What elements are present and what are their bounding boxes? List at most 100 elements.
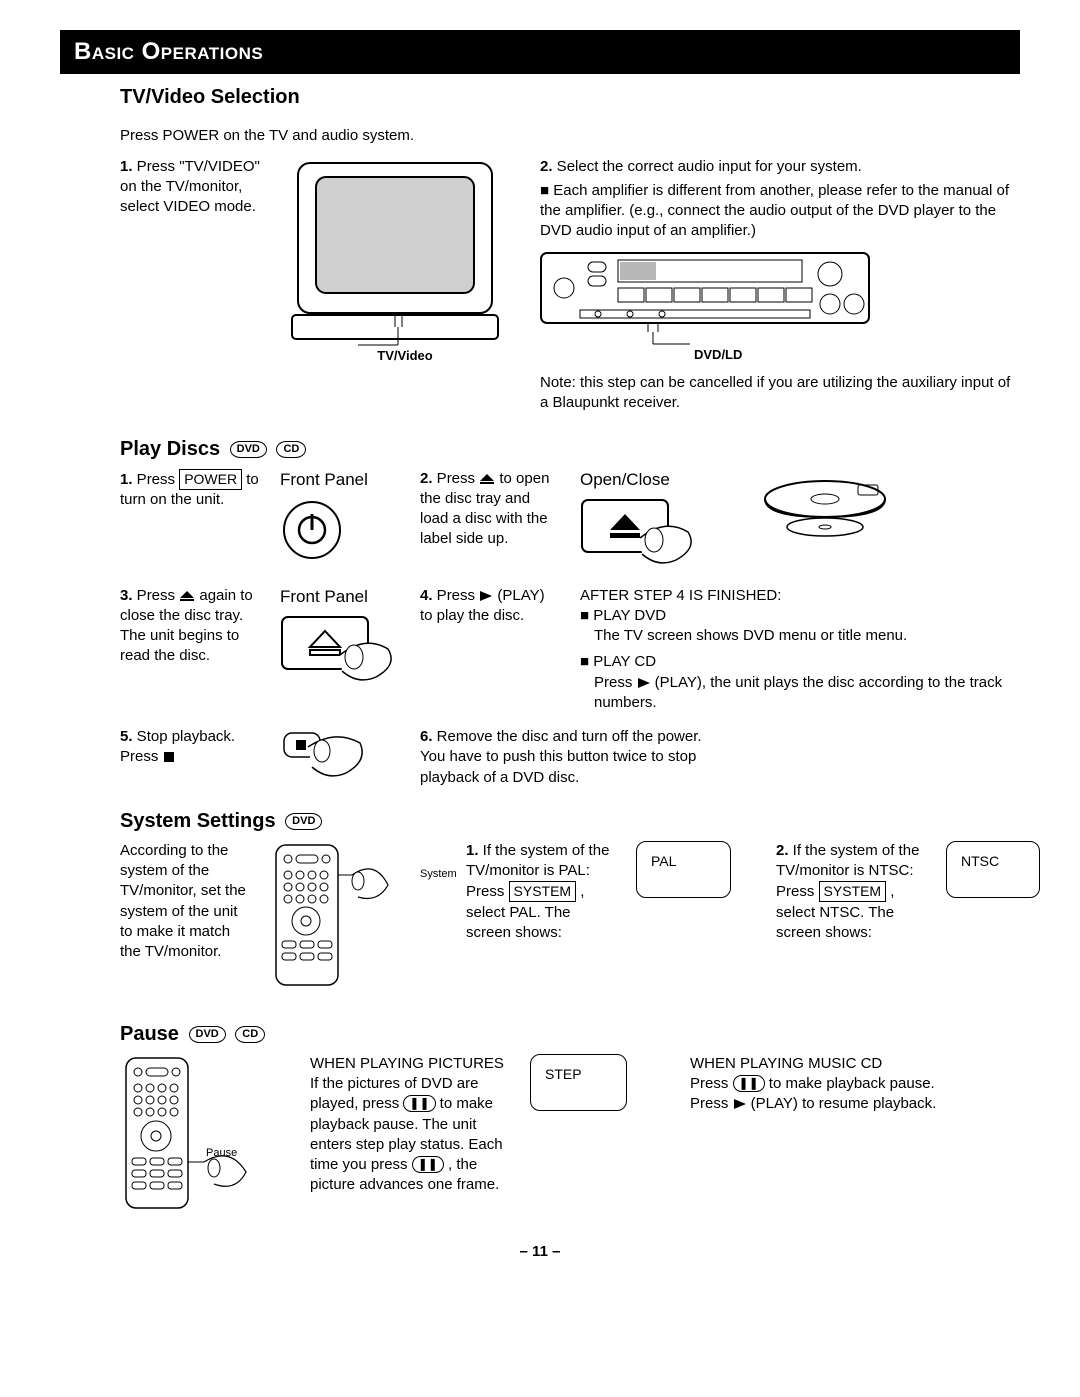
- pause-cd-d: (PLAY) to resume playback.: [747, 1095, 937, 1112]
- sys-tag: DVD: [285, 813, 322, 830]
- amplifier-illustration: [540, 252, 870, 346]
- play-s4: 4. Press (PLAY) to play the disc.: [420, 586, 560, 714]
- pause-tag-dvd: DVD: [189, 1026, 226, 1043]
- eject-icon-2: [179, 590, 195, 602]
- step-screen: STEP: [530, 1054, 627, 1111]
- pause-step-box: STEP: [530, 1054, 670, 1214]
- play-row1: 1. Press POWER to turn on the unit. Fron…: [120, 469, 1020, 572]
- pause-remote-label: Pause: [206, 1147, 237, 1159]
- pause-cd-head: WHEN PLAYING MUSIC CD: [690, 1054, 1020, 1074]
- sys-heading: System Settings: [120, 810, 276, 832]
- stop-remote-icon-col: [280, 727, 400, 788]
- step2-lead: 2.: [540, 158, 553, 175]
- play-icon-3: [733, 1098, 747, 1110]
- play-row2: 3. Press again to close the disc tray. T…: [120, 586, 1020, 714]
- power-icon: [280, 498, 344, 562]
- play-s6: 6. Remove the disc and turn off the powe…: [420, 727, 720, 788]
- pause-pics-col: WHEN PLAYING PICTURES If the pictures of…: [310, 1054, 510, 1214]
- tvvideo-intro: Press POWER on the TV and audio system.: [120, 126, 1020, 146]
- pause-cd-line1: Press ❚❚ to make playback pause.: [690, 1074, 1020, 1094]
- tv-illustration: [290, 157, 500, 347]
- play-s3: 3. Press again to close the disc tray. T…: [120, 586, 260, 714]
- front-panel-1: Front Panel: [280, 469, 400, 572]
- s2-a: Press: [433, 470, 480, 487]
- sys-heading-row: System Settings DVD: [120, 808, 1020, 835]
- pause-icon-inline-1: ❚❚: [403, 1095, 435, 1112]
- pause-heading: Pause: [120, 1023, 179, 1045]
- s4-a: Press: [433, 587, 480, 604]
- tvvideo-step1-col: 1. Press "TV/VIDEO" on the TV/monitor, s…: [120, 157, 270, 414]
- sys-s1: 1. If the system of the TV/monitor is PA…: [466, 841, 616, 991]
- system-button-label-2: SYSTEM: [819, 881, 887, 902]
- play-s1: 1. Press POWER to turn on the unit.: [120, 469, 260, 572]
- sys-remote-col: [270, 841, 400, 991]
- sys-s2: 2. If the system of the TV/monitor is NT…: [776, 841, 926, 991]
- step2-text: Select the correct audio input for your …: [553, 158, 862, 175]
- play-tag-dvd: DVD: [230, 441, 267, 458]
- ntsc-screen: NTSC: [946, 841, 1040, 898]
- after-step4: AFTER STEP 4 IS FINISHED: PLAY DVD The T…: [580, 586, 1020, 714]
- disc-col: [760, 469, 1020, 572]
- pause-remote-col: Pause: [120, 1054, 290, 1214]
- pause-cd-line2: Press (PLAY) to resume playback.: [690, 1094, 1020, 1114]
- s2-lead: 2.: [420, 470, 433, 487]
- open-close-col: Open/Close: [580, 469, 740, 572]
- tvvideo-row: 1. Press "TV/VIDEO" on the TV/monitor, s…: [120, 157, 1020, 414]
- sys-ntsc-box: NTSC: [946, 841, 1040, 991]
- front-panel-2: Front Panel: [280, 586, 400, 714]
- play-s2: 2. Press to open the disc tray and load …: [420, 469, 560, 572]
- pause-tag-cd: CD: [235, 1026, 265, 1043]
- sys-remote-label: System: [420, 841, 446, 991]
- after-cd-b: (PLAY), the unit plays the disc accordin…: [594, 674, 1002, 711]
- pause-pics-head: WHEN PLAYING PICTURES: [310, 1054, 510, 1074]
- play-icon-2: [637, 677, 651, 689]
- sys-s2-lead: 2.: [776, 842, 789, 859]
- after-dvd-title: PLAY DVD: [580, 606, 1020, 626]
- front-panel-label-1: Front Panel: [280, 469, 400, 492]
- eject-icon: [479, 473, 495, 485]
- sys-row: According to the system of the TV/monito…: [120, 841, 1020, 991]
- after-cd-a: Press: [594, 674, 637, 691]
- after-cd-title: PLAY CD: [580, 652, 1020, 672]
- step2-bullet: Each amplifier is different from another…: [540, 181, 1020, 242]
- pause-cd-a: Press: [690, 1075, 733, 1092]
- disc-icon: [760, 477, 890, 541]
- close-tray-icon: [280, 615, 400, 689]
- pause-cd-c: Press: [690, 1095, 733, 1112]
- s1-a: Press: [133, 471, 180, 488]
- after-head: AFTER STEP 4 IS FINISHED:: [580, 586, 1020, 606]
- pause-icon-inline-2: ❚❚: [412, 1156, 444, 1173]
- pause-row: Pause WHEN PLAYING PICTURES If the pictu…: [120, 1054, 1020, 1214]
- pause-cd-col: WHEN PLAYING MUSIC CD Press ❚❚ to make p…: [690, 1054, 1020, 1214]
- step1-text: Press "TV/VIDEO" on the TV/monitor, sele…: [120, 158, 260, 216]
- pause-cd-b: to make playback pause.: [765, 1075, 935, 1092]
- s1-lead: 1.: [120, 471, 133, 488]
- tv-illustration-col: TV/Video: [290, 157, 520, 414]
- amp-caption: DVD/LD: [694, 346, 1020, 364]
- play-heading-row: Play Discs DVD CD: [120, 436, 1020, 463]
- pause-icon-inline-3: ❚❚: [733, 1075, 765, 1092]
- s5-lead: 5.: [120, 728, 133, 745]
- after-dvd-text: The TV screen shows DVD menu or title me…: [594, 626, 1020, 646]
- remote-illustration-2: Pause: [120, 1054, 280, 1214]
- sys-s1-lead: 1.: [466, 842, 479, 859]
- play-heading: Play Discs: [120, 438, 220, 460]
- play-s5: 5. Stop playback. Press: [120, 727, 260, 788]
- play-tag-cd: CD: [276, 441, 306, 458]
- play-row3: 5. Stop playback. Press 6. Remove the di…: [120, 727, 1020, 788]
- s5-a: Stop playback. Press: [120, 728, 235, 765]
- open-close-icon: [580, 498, 700, 572]
- sys-pal-box: PAL: [636, 841, 756, 991]
- s4-lead: 4.: [420, 587, 433, 604]
- power-button-label: POWER: [179, 469, 242, 490]
- after-cd-text: Press (PLAY), the unit plays the disc ac…: [594, 673, 1020, 714]
- pal-screen: PAL: [636, 841, 731, 898]
- page-banner: Basic Operations: [60, 30, 1020, 74]
- tvvideo-heading: TV/Video Selection: [120, 84, 1020, 111]
- front-panel-label-2: Front Panel: [280, 586, 400, 609]
- step1-lead: 1.: [120, 158, 133, 175]
- system-button-label-1: SYSTEM: [509, 881, 577, 902]
- play-icon: [479, 590, 493, 602]
- page-number: – 11 –: [60, 1242, 1020, 1262]
- s6-text: Remove the disc and turn off the power. …: [420, 728, 702, 786]
